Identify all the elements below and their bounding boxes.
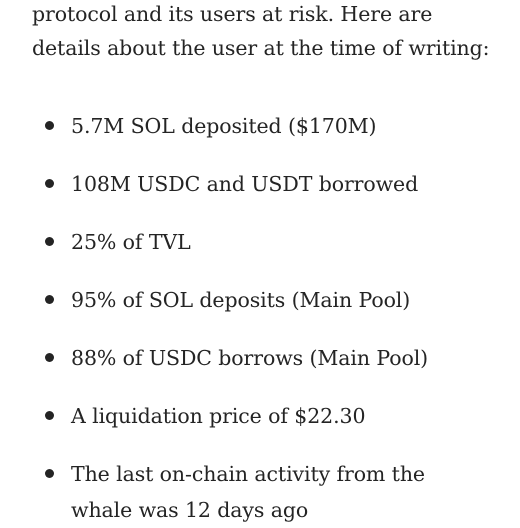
bullet-icon [45,469,54,478]
list-item-line: A liquidation price of $22.30 [71,404,366,428]
list-item-line: 25% of TVL [71,230,191,254]
intro-line-2: details about the user at the time of wr… [32,36,490,60]
bullet-icon [45,121,54,130]
list-item-line: 108M USDC and USDT borrowed [71,172,419,196]
list-item-text: A liquidation price of $22.30 [71,398,366,434]
bullet-icon [45,237,54,246]
list-item-text: 88% of USDC borrows (Main Pool) [71,340,428,376]
list-item-line: whale was 12 days ago [71,498,309,522]
list-item-text: 95% of SOL deposits (Main Pool) [71,282,410,318]
list-item-line: 5.7M SOL deposited ($170M) [71,114,377,138]
list-item-text: 5.7M SOL deposited ($170M) [71,108,377,144]
bullet-icon [45,179,54,188]
list-item-text: 25% of TVL [71,224,191,260]
bullet-icon [45,295,54,304]
intro-line-1: protocol and its users at risk. Here are [32,2,433,26]
bullet-icon [45,411,54,420]
intro-paragraph: protocol and its users at risk. Here are… [32,0,502,65]
bullet-icon [45,353,54,362]
list-item-line: 88% of USDC borrows (Main Pool) [71,346,429,370]
list-item-line: 95% of SOL deposits (Main Pool) [71,288,411,312]
list-item-text: The last on-chain activity from the whal… [71,456,425,528]
list-item-text: 108M USDC and USDT borrowed [71,166,418,202]
list-item-line: The last on-chain activity from the [71,462,425,486]
article-body: protocol and its users at risk. Here are… [32,0,502,522]
